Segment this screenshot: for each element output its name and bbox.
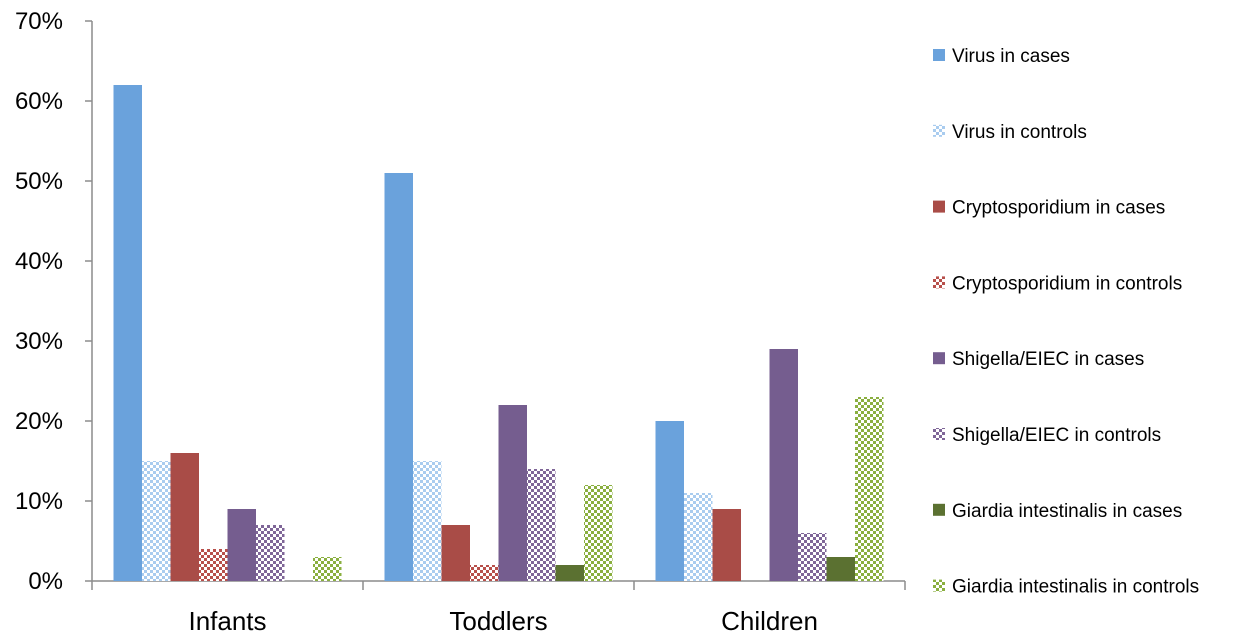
bar-cryptosporidium-in-cases-toddlers <box>441 525 470 581</box>
bar-shigella-eiec-in-cases-infants <box>227 509 256 581</box>
legend-swatch <box>933 579 945 592</box>
bar-shigella-eiec-in-cases-toddlers <box>498 405 527 581</box>
legend-swatch <box>933 49 945 61</box>
y-tick-label: 50% <box>15 168 63 195</box>
legend-item: Giardia intestinalis in controls <box>933 577 1199 598</box>
legend-swatch <box>933 352 945 365</box>
x-category-label: Toddlers <box>449 606 547 635</box>
bar-cryptosporidium-in-cases-children <box>712 509 741 581</box>
legend-label: Virus in controls <box>952 122 1087 143</box>
y-tick-label: 30% <box>15 328 63 355</box>
bar-cryptosporidium-in-controls-infants <box>199 549 228 581</box>
bar-giardia-intestinalis-in-controls-children <box>855 397 884 581</box>
bar-giardia-intestinalis-in-cases-toddlers <box>555 565 584 581</box>
legend-swatch <box>933 428 945 440</box>
legend-label: Giardia intestinalis in controls <box>952 577 1199 598</box>
legend: Virus in cases Virus in controls Cryptospo… <box>933 46 1199 598</box>
bar-virus-in-cases-children <box>655 421 684 581</box>
bar-virus-in-controls-children <box>684 493 713 581</box>
y-tick-label: 70% <box>15 8 63 35</box>
legend-item: Shigella/EIEC in controls <box>933 425 1161 446</box>
legend-item: Virus in cases <box>933 46 1070 67</box>
y-tick-label: 40% <box>15 248 63 275</box>
legend-label: Cryptosporidium in controls <box>952 273 1182 294</box>
legend-item: Cryptosporidium in controls <box>933 273 1182 294</box>
y-tick-label: 60% <box>15 88 63 115</box>
bars <box>113 85 884 581</box>
legend-label: Shigella/EIEC in cases <box>952 349 1144 370</box>
legend-swatch <box>933 276 945 289</box>
bar-virus-in-cases-toddlers <box>384 173 413 581</box>
legend-label: Shigella/EIEC in controls <box>952 425 1161 446</box>
bar-shigella-eiec-in-controls-infants <box>256 525 285 581</box>
legend-item: Shigella/EIEC in cases <box>933 349 1144 370</box>
bar-giardia-intestinalis-in-cases-children <box>826 557 855 581</box>
legend-swatch <box>933 200 945 213</box>
bar-shigella-eiec-in-controls-children <box>798 533 827 581</box>
x-category-label: Children <box>721 606 818 635</box>
bar-shigella-eiec-in-cases-children <box>769 349 798 581</box>
legend-item: Virus in controls <box>933 122 1087 143</box>
legend-item: Giardia intestinalis in cases <box>933 501 1182 522</box>
bar-giardia-intestinalis-in-controls-infants <box>313 557 342 581</box>
legend-label: Cryptosporidium in cases <box>952 198 1165 219</box>
bar-shigella-eiec-in-controls-toddlers <box>527 469 556 581</box>
legend-swatch <box>933 124 945 137</box>
y-tick-label: 10% <box>15 488 63 515</box>
bar-giardia-intestinalis-in-controls-toddlers <box>584 485 613 581</box>
axis-labels: 0% 10% 20% 30% 40% 50% 60% 70% Infants Toddlers Ch… <box>15 8 818 635</box>
bar-virus-in-cases-infants <box>113 85 142 581</box>
legend-item: Cryptosporidium in cases <box>933 198 1165 219</box>
y-tick-label: 20% <box>15 408 63 435</box>
y-tick-label: 0% <box>28 568 63 595</box>
bar-virus-in-controls-infants <box>142 461 171 581</box>
x-category-label: Infants <box>188 606 266 635</box>
bar-virus-in-controls-toddlers <box>413 461 442 581</box>
bar-cryptosporidium-in-controls-toddlers <box>470 565 499 581</box>
bar-cryptosporidium-in-cases-infants <box>170 453 199 581</box>
legend-label: Virus in cases <box>952 46 1070 67</box>
legend-swatch <box>933 503 945 516</box>
legend-label: Giardia intestinalis in cases <box>952 501 1182 522</box>
